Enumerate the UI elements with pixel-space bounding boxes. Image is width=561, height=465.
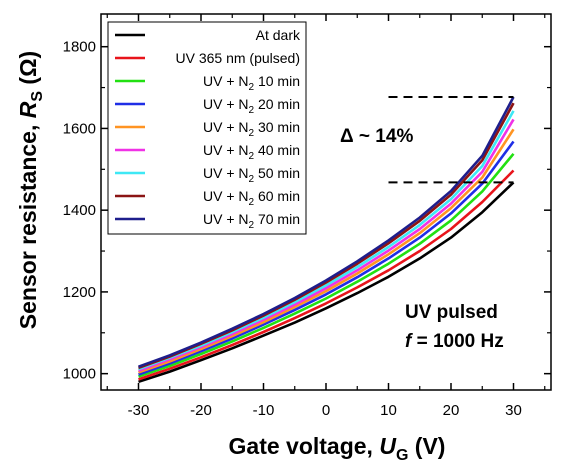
legend-label-4: UV + N2 20 min [203, 96, 300, 116]
x-tick-label: -30 [128, 402, 150, 419]
frequency-symbol: f [405, 331, 413, 352]
series-line-3 [138, 152, 515, 378]
y-tick-label: 1600 [63, 120, 96, 137]
series-line-5 [138, 128, 515, 374]
legend-label-9: UV + N2 70 min [203, 211, 300, 231]
y-tick-label: 1400 [63, 202, 96, 219]
x-tick-label: 20 [443, 402, 460, 419]
legend-label-6: UV + N2 40 min [203, 142, 300, 162]
series-line-9 [138, 96, 515, 368]
x-axis-label: Gate voltage, UG (V) [229, 433, 446, 464]
x-tick-label: -10 [253, 402, 275, 419]
series-line-6 [138, 118, 515, 373]
x-tick-label: -20 [190, 402, 212, 419]
annotations: Δ ~ 14% UV pulsed f = 1000 Hz [340, 95, 514, 352]
frequency-value: = 1000 Hz [411, 331, 503, 352]
series-line-2 [138, 169, 515, 381]
y-tick-label: 1800 [63, 39, 96, 56]
legend-label-7: UV + N2 50 min [203, 165, 300, 185]
delta-annotation: Δ ~ 14% [340, 126, 413, 147]
series-line-4 [138, 140, 515, 376]
x-tick-label: 10 [380, 402, 397, 419]
x-tick-label: 30 [505, 402, 522, 419]
series-line-1 [138, 181, 515, 384]
uv-pulsed-label: UV pulsed [405, 302, 498, 323]
x-tick-label: 0 [322, 402, 330, 419]
legend-label-3: UV + N2 10 min [203, 73, 300, 93]
legend: At dark UV 365 nm (pulsed) UV + N2 10 min U… [107, 21, 307, 235]
legend-label-5: UV + N2 30 min [203, 119, 300, 139]
axis-ticks: -30 -20 -10 0 10 20 30 1000 1200 1400 1600 1800 [63, 14, 551, 419]
y-tick-label: 1200 [63, 284, 96, 301]
legend-label-8: UV + N2 60 min [203, 188, 300, 208]
frequency-label: f = 1000 Hz [405, 331, 504, 352]
y-axis-label: Sensor resistance, RS (Ω) [15, 51, 46, 329]
series-layer [138, 96, 515, 384]
legend-label-1: At dark [256, 27, 301, 43]
series-line-7 [138, 110, 515, 371]
legend-label-2: UV 365 nm (pulsed) [175, 50, 300, 66]
y-tick-label: 1000 [63, 366, 96, 383]
